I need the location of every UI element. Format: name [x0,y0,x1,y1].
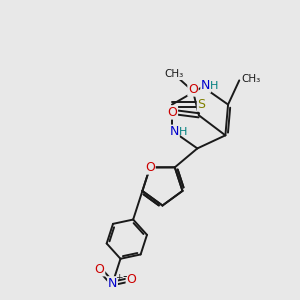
Text: O: O [126,273,136,286]
Text: N: N [201,79,210,92]
Text: +: + [115,273,122,282]
Text: O: O [145,161,155,174]
Text: N: N [108,277,117,290]
Text: -: - [123,270,127,283]
Text: CH₃: CH₃ [242,74,261,84]
Text: N: N [170,125,179,138]
Text: S: S [197,98,206,111]
Text: O: O [95,263,105,276]
Text: CH₃: CH₃ [165,69,184,80]
Text: H: H [210,81,218,91]
Text: O: O [167,106,177,119]
Text: H: H [178,127,187,137]
Text: O: O [188,83,198,96]
